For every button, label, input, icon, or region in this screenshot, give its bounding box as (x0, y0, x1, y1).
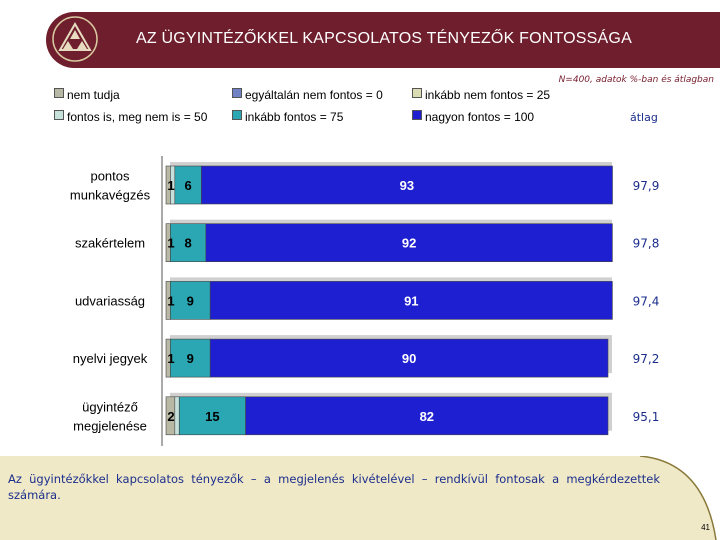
average-value: 97,9 (633, 179, 660, 193)
chart-legend: nem tudja egyáltalán nem fontos = 0 inká… (54, 88, 614, 130)
data-label: 91 (404, 293, 418, 308)
category-label: pontos munkavégzés (70, 169, 151, 203)
stacked-bar-chart: pontos munkavégzés 97,9 szakértelem 97,8 udva… (70, 156, 660, 446)
sample-note: N=400, adatok %-ban és átlagban (558, 75, 714, 85)
summary-text: Az ügyintézőkkel kapcsolatos tényezők – … (8, 472, 660, 502)
page-title: AZ ÜGYINTÉZŐKKEL KAPCSOLATOS TÉNYEZŐK FO… (136, 30, 632, 47)
legend-label: nagyon fontos = 100 (425, 110, 535, 124)
average-column-title: átlag (630, 111, 658, 124)
category-label: ügyintéző megjelenése (73, 399, 147, 433)
legend-label: inkább fontos = 75 (245, 110, 344, 124)
legend-item: inkább fontos = 75 (232, 110, 343, 124)
bar-segment (174, 396, 180, 436)
legend-item: fontos is, meg nem is = 50 (54, 110, 207, 124)
bar-segment (170, 338, 211, 378)
footer-band (0, 456, 717, 540)
bar-segment (209, 338, 609, 378)
triangle-logo-icon (52, 16, 98, 62)
bar-segment (209, 281, 613, 320)
data-label: 1 (167, 293, 174, 308)
category-label: nyelvi jegyek (73, 351, 148, 366)
average-value: 97,4 (633, 294, 660, 308)
data-label: 1 (167, 178, 174, 193)
legend-label: egyáltalán nem fontos = 0 (245, 88, 383, 102)
legend-swatch (54, 110, 64, 120)
data-label: 9 (187, 351, 194, 366)
bar-segment (201, 165, 613, 205)
data-label: 1 (167, 351, 174, 366)
legend-swatch (232, 110, 242, 120)
data-label: 15 (205, 409, 219, 424)
legend-swatch (54, 88, 64, 98)
bar-segment (205, 223, 613, 262)
legend-label: nem tudja (67, 88, 120, 102)
data-label: 82 (420, 409, 434, 424)
data-label: 93 (400, 178, 414, 193)
average-value: 97,2 (633, 352, 660, 366)
title-banner (46, 12, 720, 68)
legend-item: egyáltalán nem fontos = 0 (232, 88, 383, 102)
bar-segment (170, 223, 207, 262)
category-label: udvariasság (75, 293, 145, 308)
data-label: 92 (402, 236, 416, 251)
data-label: 2 (167, 409, 174, 424)
legend-label: fontos is, meg nem is = 50 (67, 110, 208, 124)
legend-swatch (232, 88, 242, 98)
legend-swatch (412, 88, 422, 98)
data-label: 9 (187, 293, 194, 308)
data-label: 90 (402, 351, 416, 366)
average-value: 95,1 (633, 410, 660, 424)
data-label: 1 (167, 236, 174, 251)
data-label: 8 (184, 236, 191, 251)
legend-item: nem tudja (54, 88, 120, 102)
page-number: 41 (701, 523, 710, 532)
legend-item: nagyon fontos = 100 (412, 110, 534, 124)
average-value: 97,8 (633, 237, 660, 251)
legend-swatch (412, 110, 422, 120)
bar-segment (179, 396, 246, 436)
legend-item: inkább nem fontos = 25 (412, 88, 550, 102)
category-label: szakértelem (75, 236, 145, 251)
bar-segment (245, 396, 609, 436)
data-label: 6 (184, 178, 191, 193)
bar-segment (174, 165, 202, 205)
legend-label: inkább nem fontos = 25 (425, 88, 551, 102)
